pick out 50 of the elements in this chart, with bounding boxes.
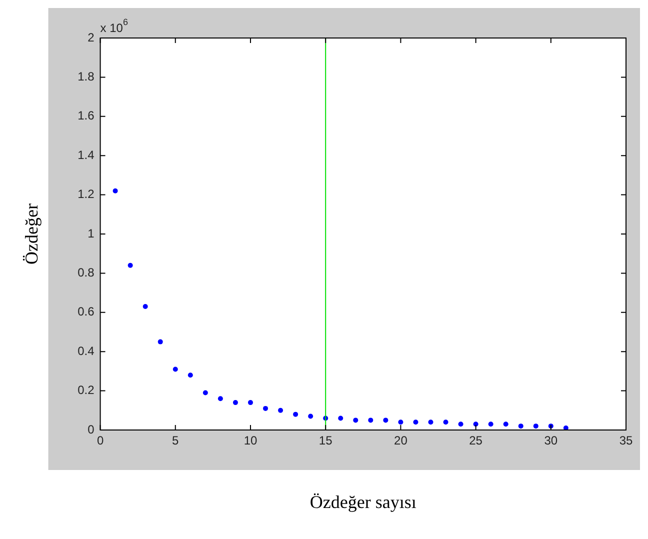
- point: [263, 406, 268, 411]
- point: [458, 422, 464, 427]
- y-tick-label: 0.6: [78, 304, 95, 319]
- point: [128, 262, 133, 268]
- y-tick-label: 0.2: [78, 383, 95, 398]
- y-tick-label: 0.4: [78, 344, 95, 358]
- point: [202, 390, 208, 396]
- x-tick-label: 35: [619, 434, 633, 448]
- y-tick-label: 1.4: [78, 148, 95, 162]
- x-tick-label: 25: [469, 434, 483, 448]
- x-tick-label: 0: [96, 434, 104, 448]
- point: [473, 422, 478, 427]
- point: [188, 372, 193, 378]
- point: [338, 416, 344, 421]
- point: [278, 408, 284, 413]
- point: [353, 418, 358, 423]
- point: [398, 420, 404, 425]
- x-tick-label: 20: [394, 434, 408, 448]
- point: [533, 424, 538, 429]
- x-tick-label: 30: [544, 434, 558, 448]
- point: [142, 304, 148, 310]
- point: [488, 422, 494, 427]
- y-tick-label: 1: [88, 226, 95, 240]
- point: [503, 422, 508, 427]
- point: [232, 400, 238, 406]
- y-tick-label: 0: [88, 422, 95, 436]
- point: [218, 396, 223, 402]
- x-axis-title: Özdeğer sayısı: [310, 492, 416, 512]
- y-tick-label: 1.6: [78, 108, 95, 123]
- point: [383, 418, 388, 423]
- point: [158, 339, 163, 344]
- x-tick-label: 15: [318, 434, 333, 448]
- y-tick-label: 1.2: [78, 187, 95, 202]
- point: [413, 420, 418, 425]
- point: [368, 418, 374, 423]
- y-tick-label: 0.8: [78, 266, 95, 280]
- x-tick-label: 5: [172, 434, 180, 448]
- point: [172, 366, 178, 372]
- point: [308, 414, 314, 419]
- y-tick-label: 2: [88, 30, 95, 44]
- x-tick-label: 10: [244, 434, 258, 448]
- point: [428, 420, 434, 425]
- point: [443, 420, 448, 425]
- point: [563, 426, 568, 430]
- point: [248, 400, 253, 406]
- point: [112, 188, 118, 194]
- point: [293, 412, 298, 417]
- point: [518, 424, 524, 429]
- y-axis-title: Özdeğer: [22, 204, 42, 264]
- y-tick-label: 1.8: [78, 70, 95, 84]
